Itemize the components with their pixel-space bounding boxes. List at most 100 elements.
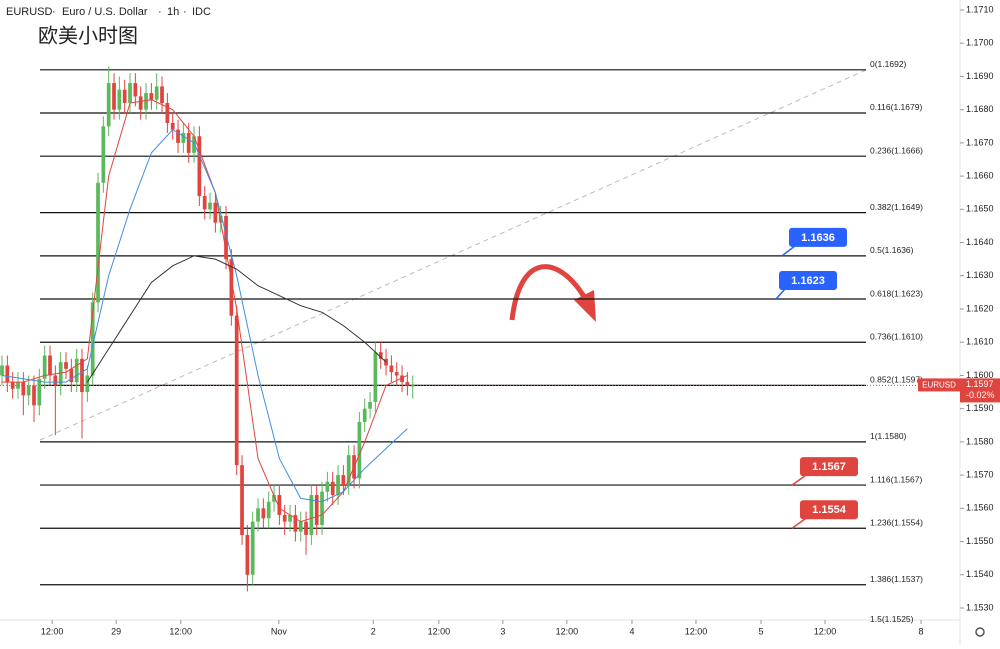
y-tick-label: 1.1590 [966, 403, 994, 413]
candle-body [384, 358, 388, 366]
callout-tail [781, 245, 796, 257]
candle-body [378, 352, 383, 359]
candle-body [357, 421, 362, 479]
candle-body [192, 136, 196, 153]
y-tick-label: 1.1610 [966, 337, 994, 347]
x-tick-label: 5 [759, 626, 764, 636]
candle-body [224, 215, 228, 260]
candle-body [362, 408, 367, 422]
x-tick-label: 8 [919, 626, 924, 636]
y-tick-label: 1.1660 [966, 170, 994, 180]
fib-label: 1.386(1.1537) [870, 574, 923, 584]
candle-body [288, 514, 292, 522]
candle-body [272, 495, 276, 502]
candle-body [176, 129, 180, 143]
x-tick-label: 12:00 [428, 626, 451, 636]
dot: · [183, 6, 187, 18]
y-tick-label: 1.1620 [966, 303, 994, 313]
candle-body [293, 514, 298, 532]
callout-tail [775, 288, 786, 300]
candle-body [410, 385, 415, 387]
candle-body [373, 352, 378, 403]
y-tick-label: 1.1550 [966, 536, 994, 546]
candle-body [48, 355, 52, 376]
y-tick-label: 1.1700 [966, 38, 994, 48]
candle-body [197, 136, 202, 197]
candle-body [74, 358, 79, 383]
last-symbol: EURUSD [922, 381, 956, 390]
callout-box [800, 500, 858, 520]
settings-icon[interactable] [975, 627, 985, 637]
candle-body [394, 372, 399, 376]
y-tick-label: 1.1540 [966, 569, 994, 579]
x-tick-label: 29 [111, 626, 121, 636]
y-tick-label: 1.1680 [966, 104, 994, 114]
x-tick-label: Nov [271, 626, 288, 636]
candle-body [314, 495, 319, 525]
candle-body [261, 508, 266, 519]
candle-body [336, 475, 340, 496]
gear[interactable] [975, 627, 985, 637]
candle-body [90, 302, 95, 376]
callout-box [779, 271, 837, 291]
fib-label: 0.852(1.1597) [870, 375, 923, 385]
candle-body [117, 89, 122, 110]
candle-body [330, 481, 335, 496]
moving-average [2, 99, 408, 523]
candle-body [208, 202, 212, 210]
note: 欧美小时图 [38, 24, 138, 47]
dot: · [52, 6, 56, 18]
y-tick-label: 1.1580 [966, 436, 994, 446]
candle-body [320, 491, 324, 525]
fib-label: 1(1.1580) [870, 431, 907, 441]
dot: · [158, 6, 162, 18]
candle-body [144, 93, 148, 110]
candle-body [277, 495, 282, 515]
candle-body [181, 132, 186, 143]
candle-body [266, 501, 271, 519]
candle-body [405, 382, 410, 386]
candle-body [53, 375, 58, 386]
candle-body [26, 385, 31, 396]
candle-body [122, 89, 127, 104]
candle-body [389, 365, 394, 373]
candle-body [400, 375, 404, 383]
x-tick-label: 12:00 [169, 626, 192, 636]
y-tick-label: 1.1630 [966, 270, 994, 280]
candle-body [160, 86, 164, 104]
y-tick-label: 1.1600 [966, 370, 994, 380]
candle-body [85, 375, 90, 393]
candle-body [69, 368, 74, 383]
x-tick-label: 12:00 [685, 626, 708, 636]
x-tick-label: 12:00 [41, 626, 64, 636]
callout-box [800, 457, 858, 477]
candle-body [245, 534, 250, 575]
candle-body [21, 382, 26, 396]
candle-body [298, 521, 303, 532]
fib-label: 0.618(1.1623) [870, 288, 923, 298]
y-tick-label: 1.1690 [966, 71, 994, 81]
candle-body [133, 83, 138, 97]
candle-body [368, 402, 372, 409]
y-tick-label: 1.1560 [966, 503, 994, 513]
candle-body [138, 96, 143, 110]
candle-body [229, 259, 234, 316]
candle-body [42, 355, 47, 379]
candle-body [128, 83, 132, 104]
y-tick-label: 1.1710 [966, 4, 994, 14]
x-tick-label: 3 [500, 626, 505, 636]
y-tick-label: 1.1650 [966, 204, 994, 214]
fib-label: 1.236(1.1554) [870, 518, 923, 528]
x-tick-label: 4 [629, 626, 634, 636]
y-tick-label: 1.1670 [966, 137, 994, 147]
last-price: 1.1597 [966, 379, 994, 389]
y-tick-label: 1.1640 [966, 237, 994, 247]
last-change: -0.02% [966, 390, 995, 400]
fib-label: 0.736(1.1610) [870, 331, 923, 341]
callout-label: 1.1636 [801, 232, 835, 244]
candle-body [325, 481, 330, 492]
callout-tail [791, 474, 807, 486]
candle-body [256, 508, 260, 522]
fib-label: 0(1.1692) [870, 59, 907, 69]
